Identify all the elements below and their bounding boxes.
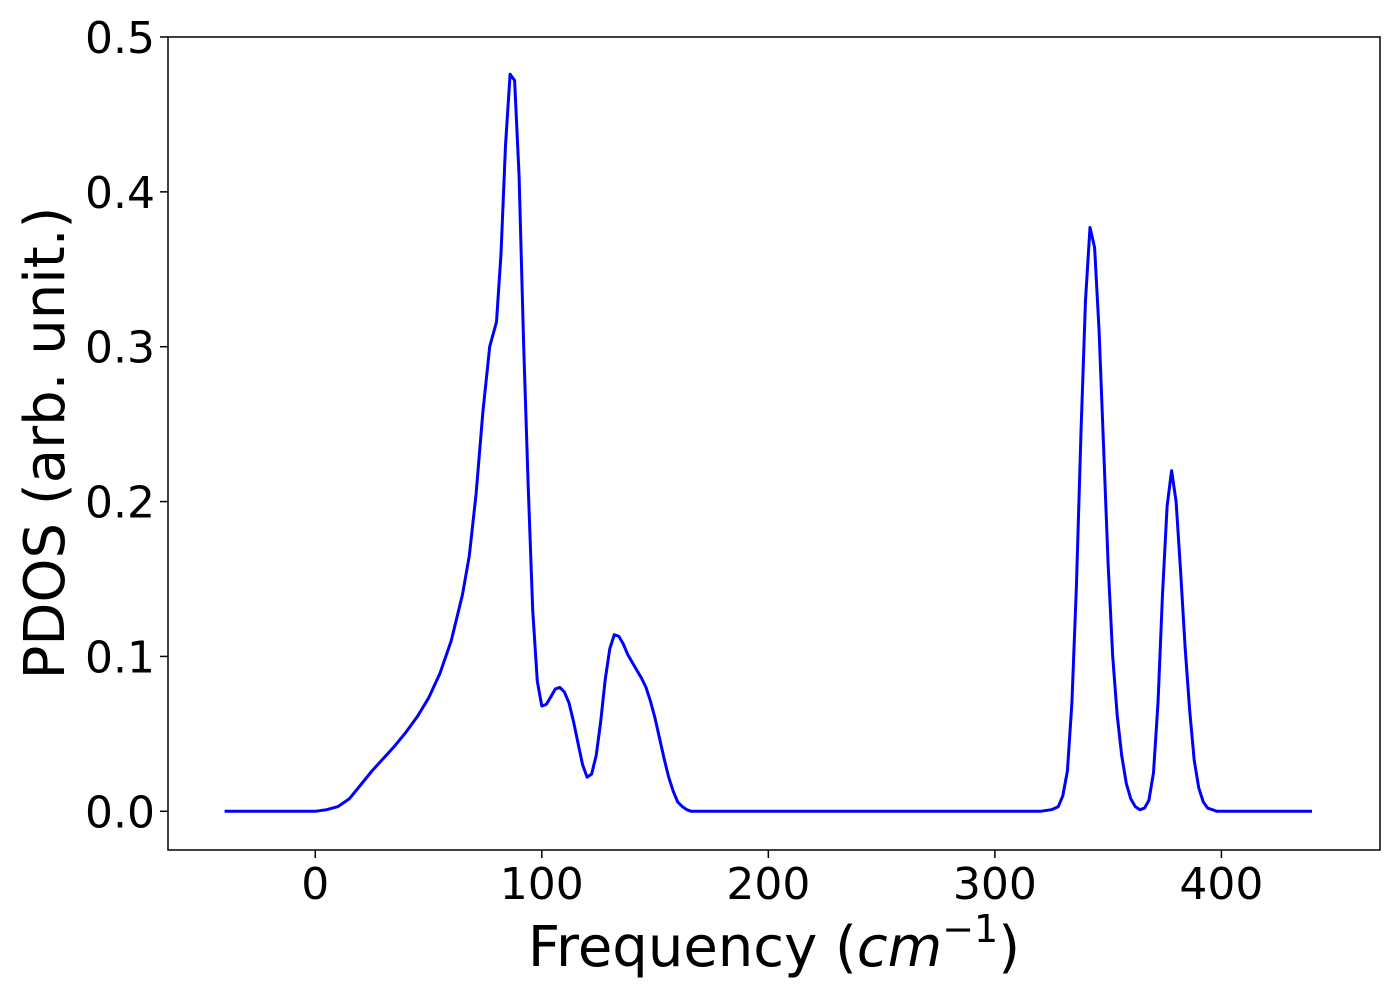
- y-tick-label: 0.4: [85, 168, 155, 219]
- y-tick-label: 0.3: [85, 323, 155, 374]
- y-tick-label: 0.1: [85, 632, 155, 683]
- x-axis-title-suffix: ): [998, 915, 1020, 980]
- x-tick-label: 300: [953, 859, 1037, 910]
- y-axis-title: PDOS (arb. unit.): [13, 207, 78, 680]
- x-axis-ticks: 0 100 200 300 400: [301, 850, 1263, 910]
- x-axis-title-prefix: Frequency (: [528, 915, 857, 980]
- x-tick-label: 400: [1179, 859, 1263, 910]
- x-axis-title-unit-exponent: −1: [942, 907, 998, 951]
- y-tick-label: 0.2: [85, 478, 155, 529]
- y-axis-ticks: 0.0 0.1 0.2 0.3 0.4 0.5: [85, 13, 168, 838]
- pdos-series-line: [224, 72, 1312, 813]
- x-tick-label: 100: [500, 859, 584, 910]
- plot-frame: [167, 36, 1381, 851]
- y-tick-label: 0.5: [85, 13, 155, 64]
- x-axis-title-unit: cm: [857, 915, 942, 980]
- x-tick-label: 200: [726, 859, 810, 910]
- y-tick-label: 0.0: [85, 787, 155, 838]
- x-axis-title: Frequency (cm−1): [528, 907, 1020, 980]
- x-tick-label: 0: [301, 859, 329, 910]
